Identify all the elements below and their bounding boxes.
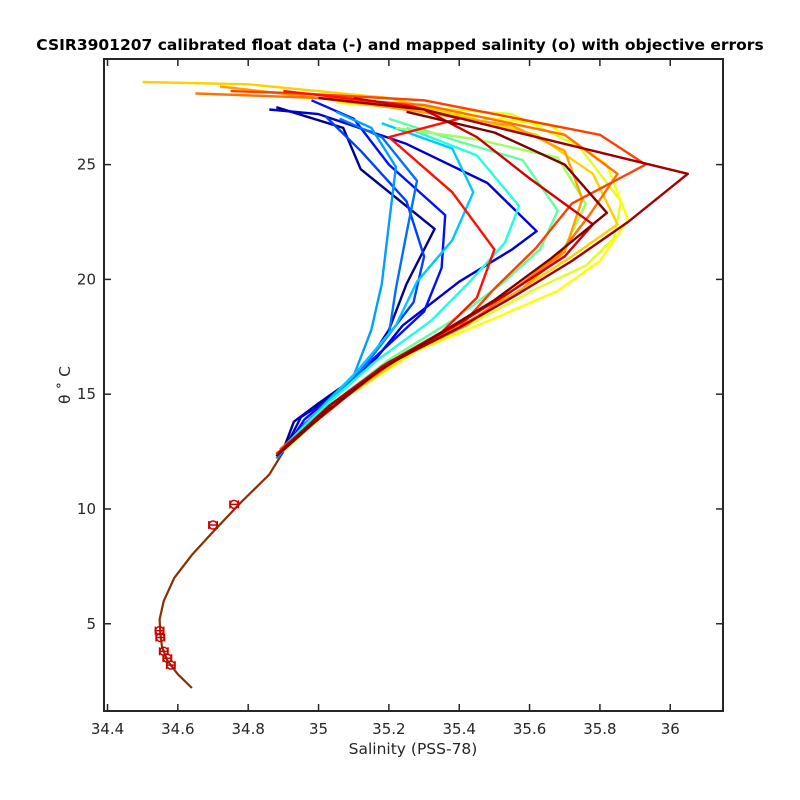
profile-line-12 [289,101,630,444]
x-axis-label: Salinity (PSS-78) [349,740,478,758]
profile-line-3 [282,99,447,453]
x-tick-label: 34.4 [91,720,124,738]
mapped-point-6 [208,520,218,530]
profile-line-13 [142,80,619,446]
x-tick-label: 35.6 [513,720,546,738]
x-tick-label: 35 [309,720,328,738]
profile-line-18 [279,96,595,453]
profile-line-8 [282,126,521,448]
axes-box [103,58,724,712]
mapped-point-5 [165,660,176,670]
mapped-point-1 [154,625,165,636]
mapped-points [154,499,240,670]
y-tick-label: 15 [77,385,96,403]
profile-line-20 [275,110,609,458]
plot-area [104,59,723,711]
y-axis: 5 10 15 20 25 [77,156,723,633]
y-tick-label: 20 [77,270,96,288]
y-tick-label: 5 [86,615,96,633]
x-tick-label: 35.4 [443,720,476,738]
deep-trunk-line [158,451,285,689]
x-tick-label: 34.6 [161,720,194,738]
chart-title: CSIR3901207 calibrated float data (-) an… [36,36,763,54]
y-tick-label: 25 [77,156,96,174]
x-tick-label: 35.2 [372,720,405,738]
mapped-point-7 [229,499,240,510]
y-tick-label: 10 [77,500,96,518]
profile-line-7 [279,122,475,453]
x-tick-label: 35.8 [583,720,616,738]
mapped-point-2 [155,632,166,643]
x-axis: 34.4 34.6 34.8 35 35.2 35.4 35.6 35.8 36 [91,59,680,738]
x-tick-label: 36 [661,720,680,738]
profile-traces [142,80,689,689]
x-tick-label: 34.8 [231,720,264,738]
y-axis-label: θ ˚ C [56,366,74,404]
